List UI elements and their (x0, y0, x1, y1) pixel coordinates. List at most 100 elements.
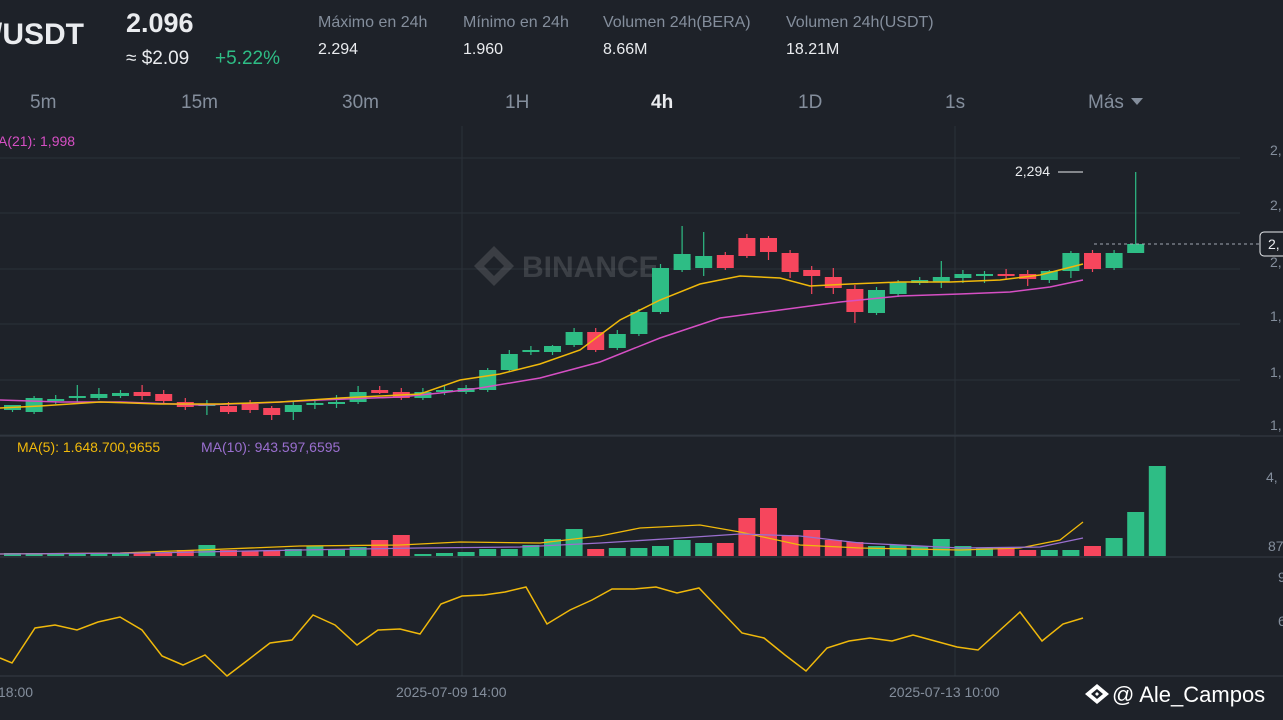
candle-body (241, 404, 259, 410)
candle-body (587, 332, 605, 350)
candle (652, 264, 669, 314)
price-axis-label: 1, (1270, 417, 1282, 433)
high-price-marker: 2,294 (1015, 163, 1083, 179)
candle-body (889, 282, 907, 294)
candle (263, 406, 281, 420)
oscillator-line (0, 586, 1084, 677)
candle (1084, 250, 1101, 272)
volume-bar (457, 552, 475, 556)
user-watermark: @ Ale_Campos (1084, 682, 1265, 708)
tab-1d[interactable]: 1D (798, 92, 823, 113)
volume-axis-label: 4, (1266, 469, 1278, 485)
osc-axis-label: 9 (1278, 569, 1283, 585)
osc-axis-label: 6 (1278, 613, 1283, 629)
tab-1w[interactable]: 1s (945, 92, 966, 113)
volume-bar (284, 549, 302, 556)
candle (544, 345, 561, 355)
volume-bar (306, 546, 324, 556)
volume-bar (1062, 550, 1080, 556)
candle (608, 330, 626, 350)
candle-body (90, 394, 108, 398)
volume-bar (1084, 546, 1101, 556)
volume-bar (565, 529, 583, 556)
candle-body (522, 350, 540, 352)
candle (673, 226, 691, 272)
candle-body (738, 238, 756, 256)
candle (868, 287, 885, 315)
candle (1062, 251, 1080, 278)
candle-body (954, 274, 972, 278)
candle (824, 268, 842, 294)
candle (911, 277, 929, 285)
volume-bar (760, 508, 777, 556)
candle-body (673, 254, 691, 270)
candle (932, 261, 950, 288)
volume-bar (781, 535, 799, 556)
candle-body (868, 290, 885, 313)
candle (500, 350, 518, 372)
candle (1105, 250, 1123, 270)
volume-bars (4, 466, 1166, 556)
volume-bar (587, 549, 605, 556)
user-watermark-text: @ Ale_Campos (1112, 682, 1266, 707)
candle-body (328, 402, 345, 404)
chevron-down-icon (1130, 98, 1143, 105)
exchange-logo-watermark: BINANCE (474, 246, 659, 286)
volume-bar (522, 545, 540, 556)
candle (436, 386, 453, 395)
tab-30m[interactable]: 30m (342, 92, 379, 113)
candle-body (68, 396, 86, 398)
candle-body (1040, 271, 1058, 280)
stat-vol-quote-label: Volumen 24h(USDT) (786, 14, 934, 31)
price-axis-label: 1, (1270, 308, 1282, 324)
volume-bar (479, 549, 497, 556)
candle (846, 285, 864, 323)
candle (889, 280, 907, 297)
candle-body (976, 274, 993, 276)
price-axis-label: 2, (1270, 254, 1282, 270)
volume-bar (371, 540, 389, 556)
candle-body (997, 274, 1015, 276)
volume-axis-label: 87 (1268, 538, 1283, 554)
candle (565, 328, 583, 347)
tab-5m[interactable]: 5m (30, 92, 57, 113)
tab-more[interactable]: Más (1088, 92, 1143, 114)
volume-bar (824, 540, 842, 556)
volume-bar (436, 553, 453, 556)
candle (1127, 172, 1145, 253)
volume-bar (47, 553, 65, 556)
volume-bar (500, 549, 518, 556)
volume-bar (263, 551, 281, 556)
volume-bar (911, 546, 929, 556)
candle-body (284, 405, 302, 412)
candle-body (824, 277, 842, 288)
candle-body (220, 406, 237, 412)
candle (68, 385, 86, 402)
candle (587, 328, 605, 352)
oscillator-polyline (0, 586, 1084, 677)
last-price: 2.096 (126, 8, 194, 38)
candle-body (155, 394, 173, 401)
tab-4h[interactable]: 4h (651, 92, 674, 113)
volume-ma5-label: MA(5): 1.648.700,9655 (17, 439, 160, 455)
candle-body (608, 334, 626, 348)
candle-body (25, 398, 43, 412)
volume-bar (414, 554, 432, 556)
candle (522, 346, 540, 355)
volume-ma-lines (0, 521, 1084, 555)
candle (371, 386, 389, 394)
tab-15m[interactable]: 15m (181, 92, 218, 113)
volume-bar (1105, 538, 1123, 556)
volume-bar (90, 553, 108, 556)
candle-body (1105, 253, 1123, 268)
tab-1h[interactable]: 1H (505, 92, 530, 113)
candle-body (803, 270, 821, 276)
ma-main-label: A(21): 1,998 (0, 133, 75, 149)
volume-bar (220, 550, 237, 556)
stat-vol-base-value: 8.66M (603, 41, 648, 58)
volume-bar (1040, 550, 1058, 556)
price-change-percent: +5.22% (215, 48, 280, 69)
volume-bar (112, 553, 129, 556)
candle (112, 390, 129, 398)
